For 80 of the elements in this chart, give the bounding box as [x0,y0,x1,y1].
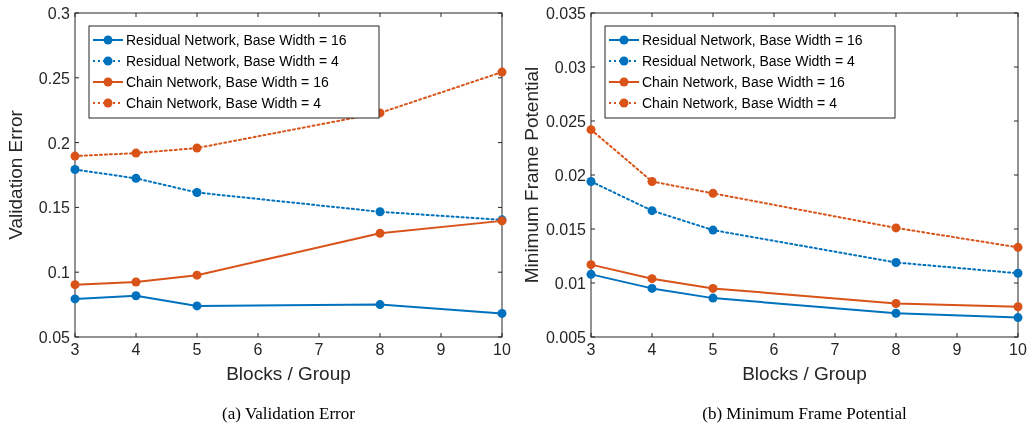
point [131,173,141,183]
text: (b) Minimum Frame Potential [702,404,907,423]
y-tick-label: 0.25 [38,69,71,87]
x-tick-label: 5 [708,341,718,358]
legend-label: Chain Network, Base Width = 16 [642,74,845,90]
y-tick-label: 0.3 [47,5,71,22]
y-axis-title: Validation Error [5,109,26,240]
x-tick-label: 4 [647,341,657,358]
point [586,269,596,279]
point [131,148,141,158]
point [647,274,657,284]
y-tick-label: 0.01 [554,275,587,292]
y-tick-label: 0.035 [545,5,587,22]
point [647,176,657,186]
point [192,301,202,311]
point [192,188,202,197]
x-tick-label: 9 [436,341,446,358]
point [70,165,80,175]
x-tick-label: 8 [375,341,385,358]
point [192,270,202,280]
point [1013,268,1023,278]
x-tick-label: 6 [769,341,779,358]
point [497,308,507,318]
x-axis-title: Blocks / Group [742,363,867,384]
point [708,188,718,198]
x-tick-label: 10 [1009,341,1027,358]
point [708,293,718,303]
point [586,125,596,135]
y-tick-label: 0.1 [47,264,71,282]
point [375,300,385,310]
legend-label: Chain Network, Base Width = 16 [126,74,329,90]
point [708,283,718,293]
point [586,176,596,186]
y-tick-label: 0.2 [47,134,71,152]
point [708,225,718,235]
point [131,277,141,287]
x-tick-label: 5 [192,341,202,358]
point [375,228,385,238]
point [497,67,507,77]
point [891,223,901,233]
x-axis-title: Blocks / Group [226,363,351,384]
x-tick-label: 3 [586,341,596,358]
point [70,151,80,161]
y-tick-label: 0.02 [554,167,587,184]
point [647,283,657,293]
y-tick-label: 0.03 [554,59,587,76]
point [586,260,596,270]
point [647,206,657,216]
point [1013,313,1023,323]
y-tick-label: 0.005 [545,329,587,346]
point [192,143,202,153]
y-tick-label: 0.015 [545,221,587,238]
point [1013,302,1023,312]
point [891,308,901,318]
x-tick-label: 7 [830,341,840,358]
y-tick-label: 0.05 [38,329,71,346]
x-tick-label: 8 [891,341,901,358]
point [891,299,901,309]
x-tick-label: 6 [253,341,263,358]
x-tick-label: 7 [314,341,324,358]
legend-label: Chain Network, Base Width = 4 [642,95,838,111]
legend-label: Residual Network, Base Width = 16 [126,32,347,48]
legend-label: Chain Network, Base Width = 4 [126,95,322,111]
legend-label: Residual Network, Base Width = 4 [642,53,856,69]
y-tick-label: 0.15 [38,199,71,217]
point [70,294,80,304]
text: (a) Validation Error [222,404,356,423]
point [131,291,141,301]
y-axis-title: Minimum Frame Potential [521,66,542,284]
point [375,207,385,217]
point [1013,242,1023,252]
x-tick-label: 3 [70,341,80,358]
point [891,257,901,267]
legend-label: Residual Network, Base Width = 16 [642,32,863,48]
x-tick-label: 4 [131,341,141,358]
x-tick-label: 10 [493,341,511,358]
x-tick-label: 9 [952,341,962,358]
point [70,280,80,290]
legend-label: Residual Network, Base Width = 4 [126,53,340,69]
y-tick-label: 0.025 [545,113,587,130]
